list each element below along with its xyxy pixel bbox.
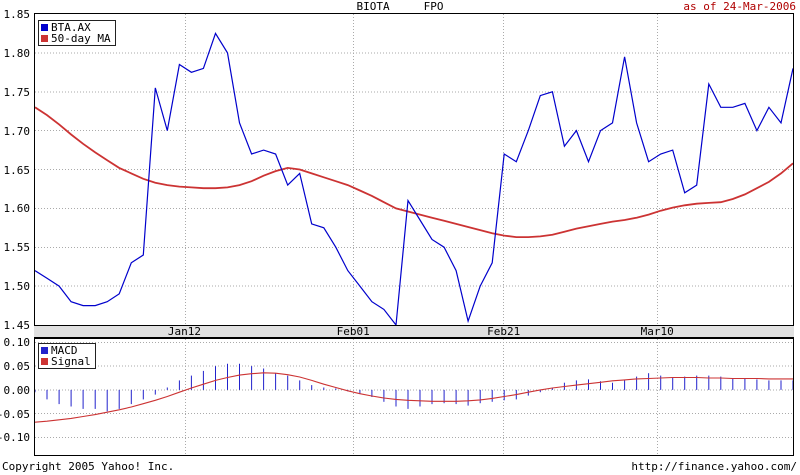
legend-item-price: BTA.AX: [41, 22, 111, 33]
x-tick-label: Feb21: [487, 325, 521, 338]
y-tick-label: 0.05: [3, 360, 31, 374]
price-line: [35, 32, 793, 325]
x-tick-label: Feb01: [336, 325, 370, 338]
y-tick-label: 1.80: [3, 46, 31, 60]
macd-y-axis: 0.10 0.05 0.00 -0.05 -0.10: [0, 336, 32, 456]
signal-series-label: Signal: [51, 355, 91, 368]
macd-legend: MACD Signal: [38, 343, 96, 369]
y-tick-label: 1.60: [3, 202, 31, 216]
ma-series-swatch: [41, 35, 48, 42]
legend-item-ma: 50-day MA: [41, 33, 111, 44]
y-tick-label: 1.55: [3, 241, 31, 255]
legend-item-macd: MACD: [41, 345, 91, 356]
price-series-label: BTA.AX: [51, 21, 91, 34]
share-type: FPO: [423, 0, 444, 13]
y-tick-label: -0.05: [0, 407, 30, 421]
y-tick-label: -0.10: [0, 431, 30, 445]
x-tick-label: Jan12: [167, 325, 202, 338]
y-tick-label: 1.45: [3, 319, 31, 332]
macd-plot: MACD Signal: [34, 338, 794, 456]
y-tick-label: 1.75: [3, 85, 31, 99]
x-axis-band: Jan12 Feb01 Feb21 Mar10: [34, 326, 794, 338]
y-tick-label: 0.00: [3, 383, 31, 397]
ma-line: [35, 106, 793, 239]
macd-series-swatch: [41, 347, 48, 354]
price-plot-canvas: [35, 14, 793, 325]
price-series-swatch: [41, 24, 48, 31]
legend-item-signal: Signal: [41, 356, 91, 367]
price-plot: BTA.AX 50-day MA: [34, 13, 794, 326]
chart-title: BIOTA FPO: [357, 0, 444, 13]
y-tick-label: 0.10: [3, 336, 31, 350]
price-legend: BTA.AX 50-day MA: [38, 20, 116, 46]
signal-line: [35, 372, 793, 423]
copyright-text: Copyright 2005 Yahoo! Inc.: [2, 460, 175, 473]
y-tick-label: 1.65: [3, 163, 31, 177]
chart-header: BIOTA FPO as of 24-Mar-2006: [0, 0, 800, 13]
as-of-date: as of 24-Mar-2006: [683, 0, 796, 13]
macd-series-label: MACD: [51, 344, 78, 357]
y-tick-label: 1.70: [3, 124, 31, 138]
price-y-axis: 1.85 1.80 1.75 1.70 1.65 1.60 1.55 1.50 1.45: [0, 9, 32, 331]
macd-plot-canvas: [35, 339, 793, 455]
symbol-name: BIOTA: [356, 0, 390, 13]
finance-url-link[interactable]: http://finance.yahoo.com/: [631, 460, 797, 473]
ma-series-label: 50-day MA: [51, 32, 111, 45]
x-tick-label: Mar10: [640, 325, 674, 338]
y-tick-label: 1.50: [3, 280, 31, 294]
y-tick-label: 1.85: [3, 8, 31, 21]
signal-series-swatch: [41, 358, 48, 365]
